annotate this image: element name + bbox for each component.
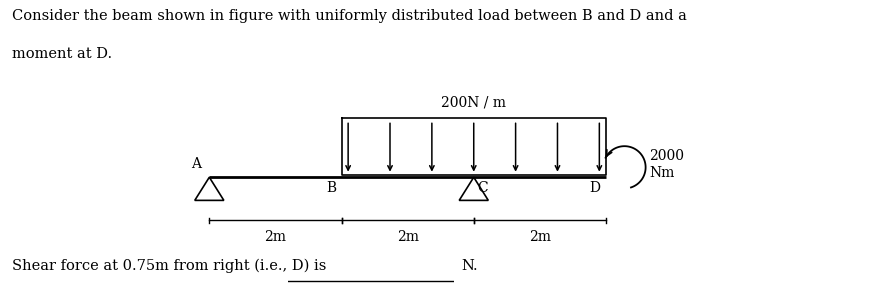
Text: Nm: Nm bbox=[648, 166, 673, 180]
Text: D: D bbox=[589, 181, 600, 194]
Text: B: B bbox=[325, 181, 336, 194]
Text: N.: N. bbox=[460, 259, 477, 273]
Text: A: A bbox=[191, 157, 201, 171]
Text: 2m: 2m bbox=[528, 230, 550, 244]
Text: 2m: 2m bbox=[264, 230, 286, 244]
Text: 2m: 2m bbox=[396, 230, 418, 244]
Text: 2000: 2000 bbox=[648, 149, 683, 163]
Text: 200N / m: 200N / m bbox=[441, 96, 506, 110]
Text: C: C bbox=[477, 181, 488, 194]
Text: Consider the beam shown in figure with uniformly distributed load between B and : Consider the beam shown in figure with u… bbox=[12, 9, 686, 23]
Text: moment at D.: moment at D. bbox=[12, 47, 112, 61]
Text: Shear force at 0.75m from right (i.e., D) is: Shear force at 0.75m from right (i.e., D… bbox=[12, 259, 325, 273]
